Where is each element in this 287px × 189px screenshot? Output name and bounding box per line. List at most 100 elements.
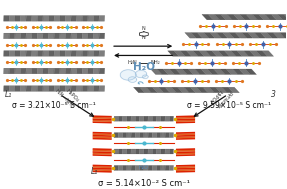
Polygon shape <box>82 51 88 56</box>
Polygon shape <box>246 14 257 20</box>
Polygon shape <box>135 165 139 170</box>
Text: 3: 3 <box>271 90 276 99</box>
Polygon shape <box>201 69 212 74</box>
Polygon shape <box>123 133 127 138</box>
Polygon shape <box>180 51 191 56</box>
Polygon shape <box>202 14 213 20</box>
Polygon shape <box>185 33 196 38</box>
Polygon shape <box>187 51 198 56</box>
Polygon shape <box>65 15 71 21</box>
Text: pyrazine: pyrazine <box>214 90 233 108</box>
Polygon shape <box>161 149 165 154</box>
Polygon shape <box>253 14 263 20</box>
Polygon shape <box>99 86 105 91</box>
Polygon shape <box>228 87 239 93</box>
Polygon shape <box>20 68 26 74</box>
Polygon shape <box>60 51 65 56</box>
Polygon shape <box>244 51 255 56</box>
Polygon shape <box>94 33 99 39</box>
Polygon shape <box>88 86 94 91</box>
Polygon shape <box>245 69 257 74</box>
Polygon shape <box>237 51 248 56</box>
Polygon shape <box>140 87 151 93</box>
Polygon shape <box>259 14 270 20</box>
Polygon shape <box>231 51 242 56</box>
Polygon shape <box>139 149 144 154</box>
Polygon shape <box>43 33 49 39</box>
Polygon shape <box>223 33 234 38</box>
Polygon shape <box>15 15 20 21</box>
Polygon shape <box>152 133 156 138</box>
Polygon shape <box>9 51 15 56</box>
Text: H₃PO₄: H₃PO₄ <box>65 88 80 103</box>
Polygon shape <box>32 51 37 56</box>
Polygon shape <box>127 133 131 138</box>
Polygon shape <box>9 68 15 74</box>
Polygon shape <box>118 149 123 154</box>
Polygon shape <box>168 51 179 56</box>
Polygon shape <box>148 149 152 154</box>
Polygon shape <box>43 51 49 56</box>
Text: H₂N—NH₂: H₂N—NH₂ <box>54 88 74 108</box>
Polygon shape <box>20 33 26 39</box>
Polygon shape <box>161 116 165 121</box>
Polygon shape <box>272 14 282 20</box>
Polygon shape <box>20 86 26 91</box>
Polygon shape <box>65 86 71 91</box>
Polygon shape <box>214 69 225 74</box>
Text: N: N <box>142 35 146 40</box>
Polygon shape <box>265 14 276 20</box>
Polygon shape <box>131 116 135 121</box>
Polygon shape <box>43 15 49 21</box>
Polygon shape <box>118 133 123 138</box>
Polygon shape <box>82 15 88 21</box>
Polygon shape <box>77 15 82 21</box>
Polygon shape <box>151 69 162 74</box>
Polygon shape <box>114 149 118 154</box>
Polygon shape <box>3 86 9 91</box>
Polygon shape <box>127 116 131 121</box>
Polygon shape <box>118 165 123 170</box>
Polygon shape <box>165 87 176 93</box>
Polygon shape <box>71 15 77 21</box>
Polygon shape <box>71 51 77 56</box>
Polygon shape <box>239 69 250 74</box>
Polygon shape <box>77 86 82 91</box>
Polygon shape <box>114 165 118 170</box>
Polygon shape <box>144 116 148 121</box>
Polygon shape <box>152 87 164 93</box>
Polygon shape <box>261 33 272 38</box>
Polygon shape <box>88 51 94 56</box>
Text: L₁: L₁ <box>91 167 98 176</box>
Polygon shape <box>54 15 60 21</box>
Polygon shape <box>208 14 219 20</box>
Polygon shape <box>280 33 287 38</box>
Polygon shape <box>174 51 185 56</box>
Polygon shape <box>49 68 54 74</box>
Polygon shape <box>20 51 26 56</box>
Polygon shape <box>65 68 71 74</box>
Polygon shape <box>15 33 20 39</box>
Polygon shape <box>9 33 15 39</box>
Polygon shape <box>240 14 251 20</box>
Polygon shape <box>184 87 195 93</box>
Polygon shape <box>191 33 202 38</box>
Polygon shape <box>88 15 94 21</box>
Polygon shape <box>32 33 37 39</box>
Polygon shape <box>54 68 60 74</box>
Polygon shape <box>242 33 253 38</box>
Polygon shape <box>131 149 135 154</box>
Polygon shape <box>250 51 261 56</box>
Polygon shape <box>254 33 265 38</box>
Polygon shape <box>135 149 139 154</box>
Polygon shape <box>65 33 71 39</box>
Polygon shape <box>131 165 135 170</box>
Polygon shape <box>220 69 231 74</box>
Polygon shape <box>163 69 174 74</box>
Polygon shape <box>214 14 226 20</box>
Polygon shape <box>3 33 9 39</box>
Polygon shape <box>263 51 274 56</box>
Polygon shape <box>284 14 287 20</box>
Text: H₂O: H₂O <box>133 62 155 72</box>
Polygon shape <box>229 33 240 38</box>
